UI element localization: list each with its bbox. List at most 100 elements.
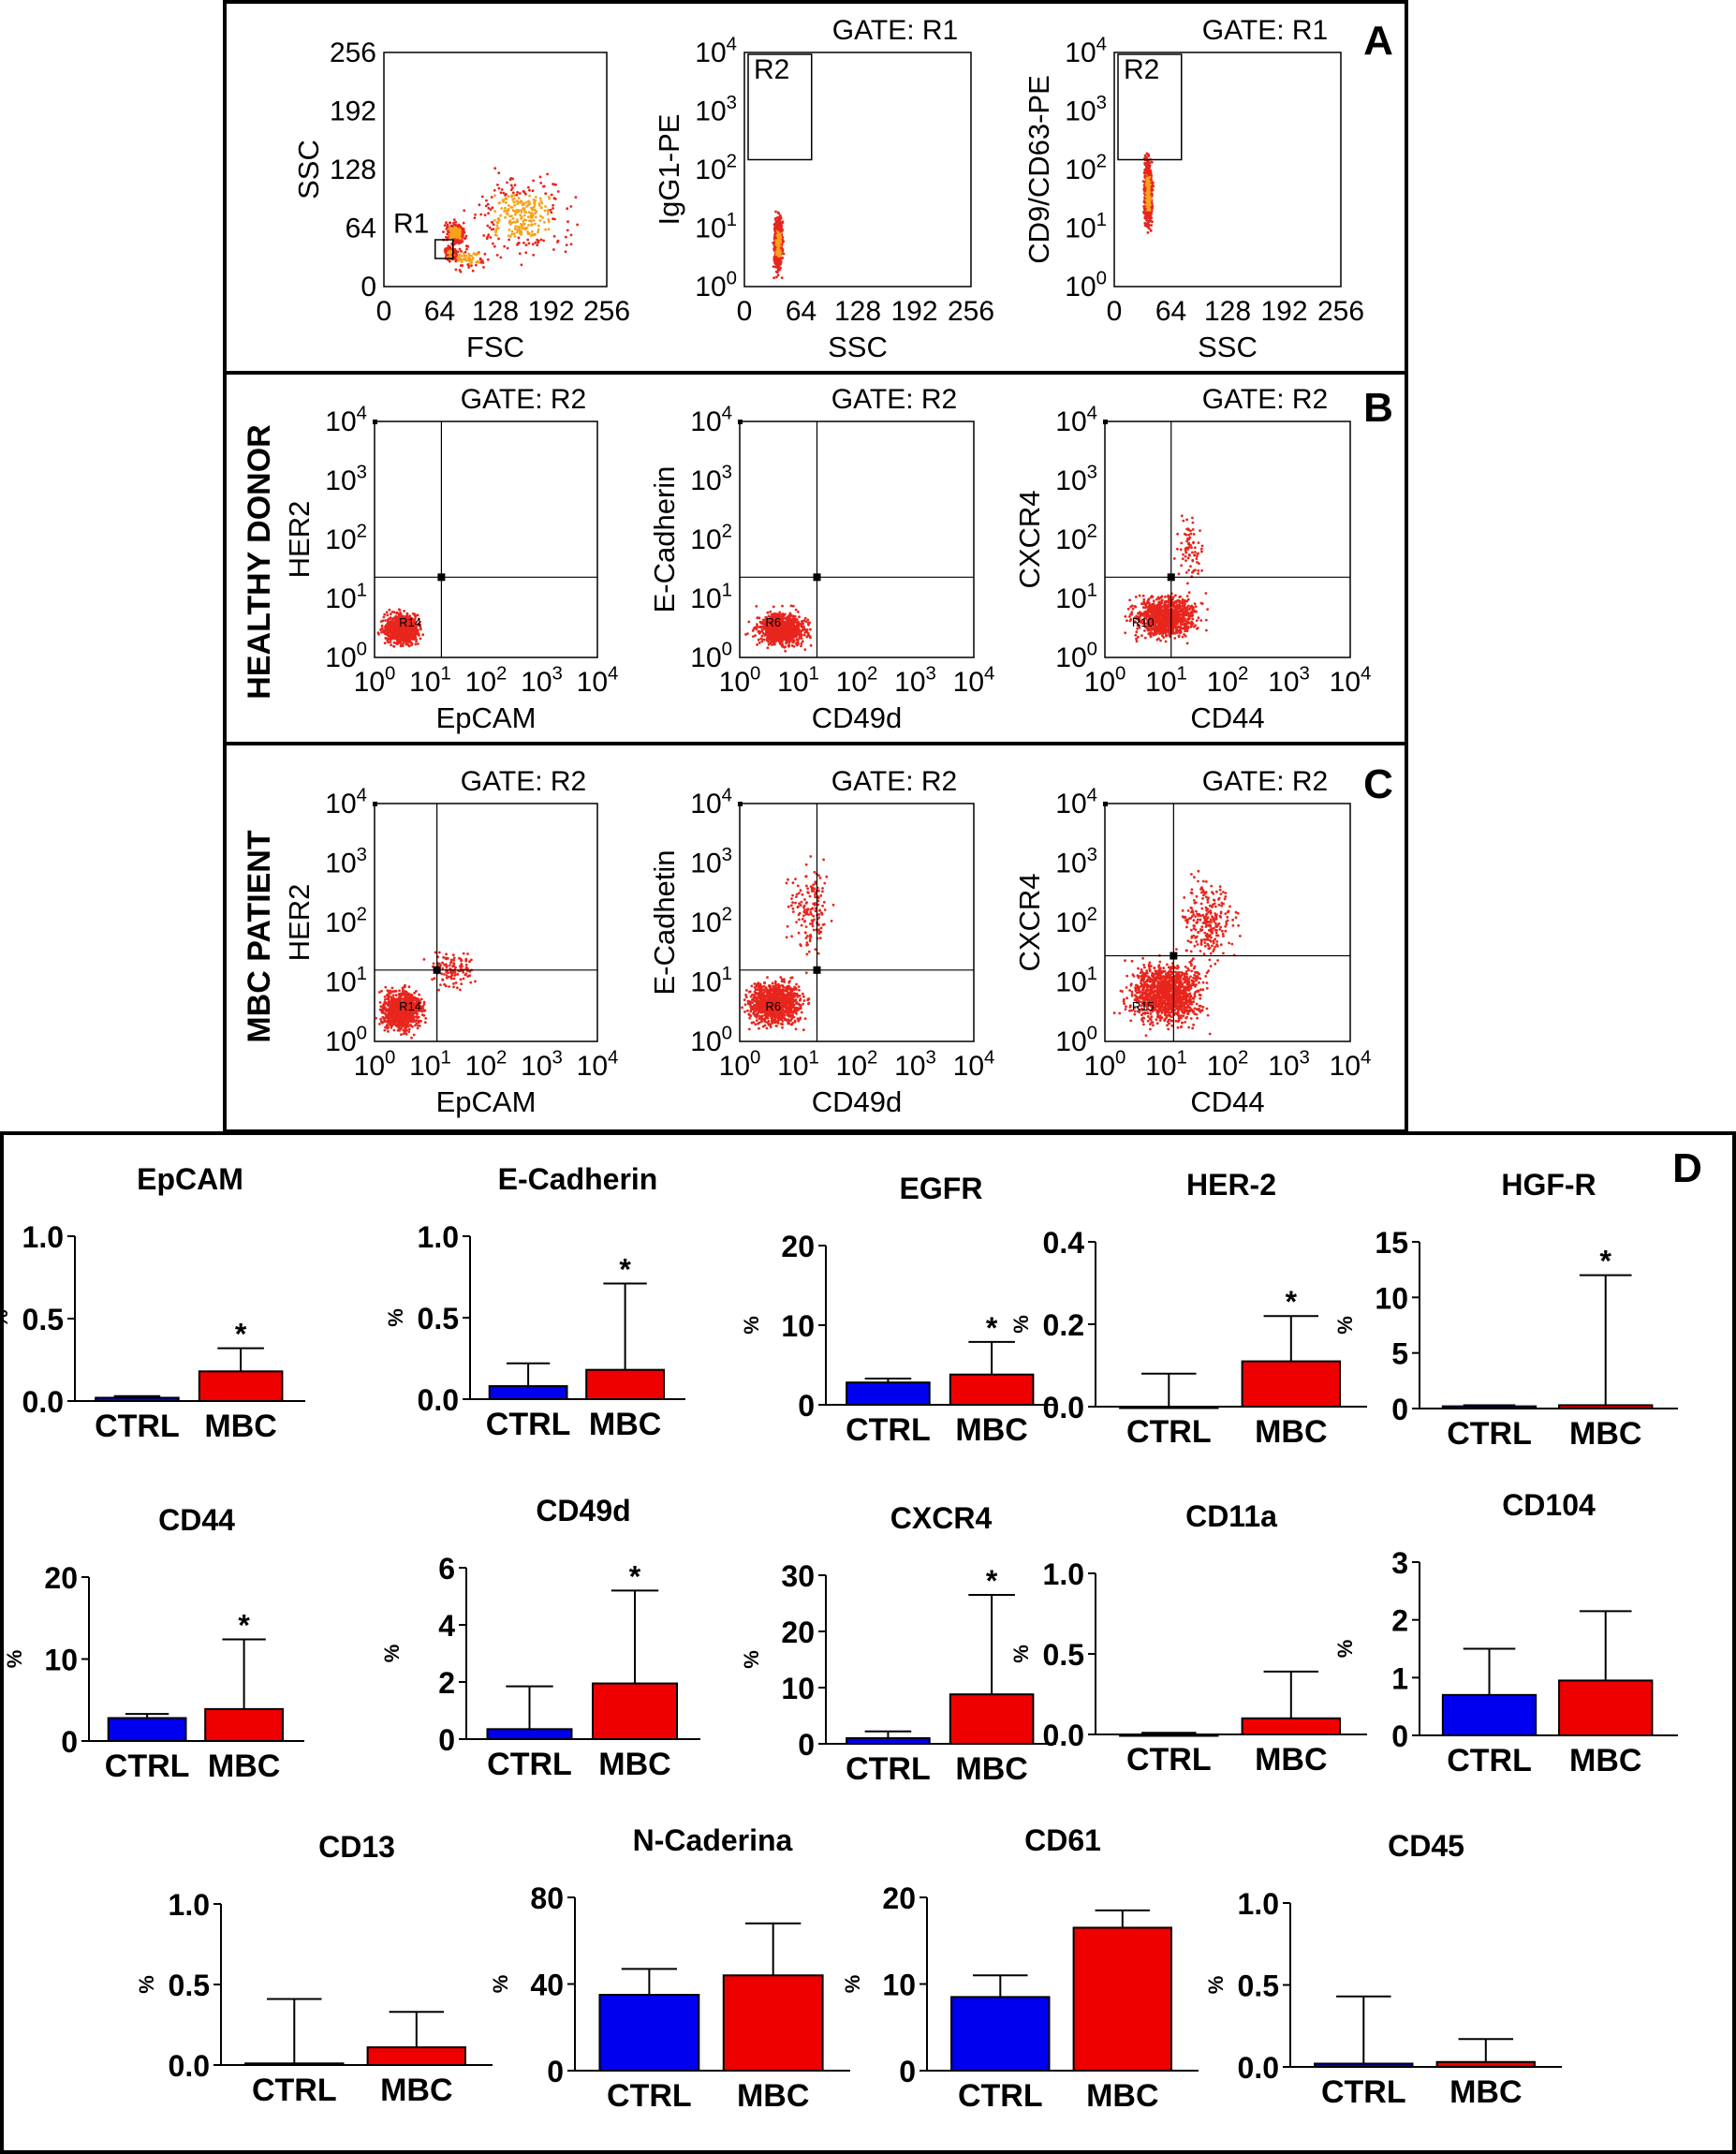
scatter-point <box>774 216 777 220</box>
scatter-point <box>473 216 477 220</box>
scatter-point <box>1152 599 1155 603</box>
scatter-point <box>474 263 478 267</box>
scatter-point <box>1204 618 1208 622</box>
scatter-point <box>459 229 462 232</box>
scatter-point <box>412 632 416 636</box>
scatter-point <box>387 637 390 641</box>
scatter-point <box>1185 595 1189 598</box>
scatter-point <box>398 631 401 635</box>
scatter-point <box>417 642 419 645</box>
y-tick-label: 102 <box>690 521 732 555</box>
y-tick-label: 128 <box>330 155 376 185</box>
scatter-point <box>512 200 516 204</box>
scatter-point <box>781 612 785 615</box>
scatter-point <box>540 206 543 210</box>
scatter-point <box>510 232 514 236</box>
scatter-point <box>456 259 460 263</box>
y-tick-label: 64 <box>346 214 376 244</box>
scatter-point <box>402 637 405 641</box>
scatter-point <box>457 225 460 229</box>
scatter-point <box>534 215 537 219</box>
y-axis-label: CD9/CD63-PE <box>1022 75 1055 264</box>
scatter-point <box>461 264 464 267</box>
scatter-point <box>758 642 761 644</box>
scatter-point <box>514 211 518 214</box>
x-tick-label: 103 <box>894 663 936 698</box>
scatter-point <box>530 234 533 238</box>
scatter-point <box>397 640 401 642</box>
scatter-point <box>1145 215 1149 219</box>
scatter-point <box>471 257 475 259</box>
scatter-point <box>511 209 515 213</box>
scatter-point <box>1146 197 1150 200</box>
scatter-point <box>576 223 579 227</box>
scatter-point <box>787 634 790 638</box>
scatter-point <box>757 616 760 619</box>
scatter-point <box>493 244 496 248</box>
scatter-point <box>479 260 483 264</box>
scatter-point <box>470 258 474 261</box>
x-tick-label: 100 <box>719 663 761 698</box>
panel-letter-a: A <box>1363 18 1393 64</box>
scatter-point <box>464 244 468 248</box>
scatter-point <box>772 265 775 268</box>
scatter-point <box>778 257 782 260</box>
scatter-point <box>1205 628 1208 632</box>
scatter-point <box>458 253 462 257</box>
scatter-point <box>451 232 455 236</box>
scatter-point <box>766 611 770 614</box>
scatter-point <box>777 243 781 247</box>
scatter-point <box>780 276 784 279</box>
scatter-point <box>496 184 499 186</box>
scatter-point <box>399 612 402 614</box>
scatter-point <box>520 230 523 234</box>
scatter-point <box>532 179 535 183</box>
scatter-point <box>454 231 457 235</box>
scatter-point <box>1146 226 1150 229</box>
scatter-point <box>389 630 392 634</box>
scatter-point <box>790 621 794 624</box>
scatter-point <box>488 226 492 229</box>
scatter-point <box>485 199 488 202</box>
scatter-point <box>776 273 780 277</box>
scatter-point <box>463 230 466 234</box>
scatter-point <box>387 641 390 644</box>
scatter-point <box>532 219 536 222</box>
scatter-point <box>514 225 517 229</box>
region-label: R14 <box>399 615 421 629</box>
scatter-point <box>807 623 810 627</box>
scatter-point <box>767 642 771 646</box>
scatter-point <box>505 198 508 200</box>
scatter-points <box>1141 152 1155 234</box>
gate-r2-label: R2 <box>754 54 789 85</box>
scatter-point <box>552 197 556 200</box>
scatter-point <box>1146 192 1150 196</box>
scatter-point <box>446 236 449 240</box>
scatter-point <box>800 632 802 636</box>
scatter-point <box>787 644 790 647</box>
scatter-point <box>1164 640 1168 643</box>
scatter-point <box>779 239 782 243</box>
scatter-point <box>777 260 780 263</box>
x-tick-label: 256 <box>948 296 994 327</box>
scatter-point <box>491 220 494 224</box>
scatter-point <box>550 193 553 197</box>
scatter-point <box>536 243 539 247</box>
scatter-point <box>511 198 515 201</box>
scatter-point <box>486 224 490 228</box>
scatter-point <box>504 194 507 197</box>
scatter-point <box>531 189 535 193</box>
scatter-point <box>538 175 542 179</box>
scatter-point <box>747 620 751 624</box>
scatter-point <box>528 194 531 198</box>
scatter-point <box>502 191 506 195</box>
scatter-point <box>756 643 758 646</box>
scatter-point <box>552 248 555 251</box>
scatter-point <box>445 228 449 230</box>
scatter-point <box>395 612 399 615</box>
scatter-point <box>449 226 451 229</box>
scatter-point <box>1150 224 1154 227</box>
scatter-point <box>499 191 503 195</box>
y-tick-label: 104 <box>695 34 737 68</box>
scatter-point <box>414 642 418 646</box>
